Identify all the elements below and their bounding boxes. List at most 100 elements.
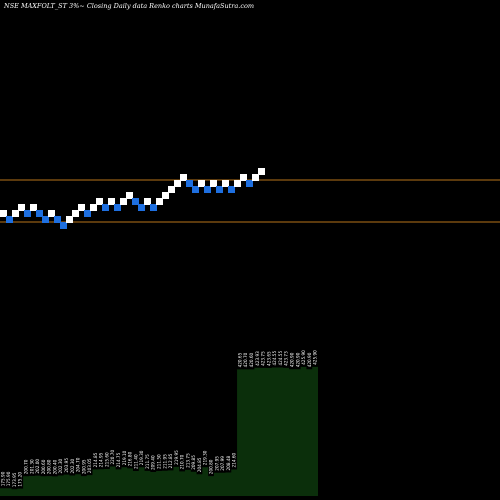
price-label-11: 202.30 xyxy=(58,458,63,473)
price-label-39: 207.99 xyxy=(220,456,225,471)
renko-brick-9 xyxy=(48,210,55,217)
price-label-25: 219.30 xyxy=(139,450,144,465)
price-label-54: 420.90 xyxy=(307,352,312,367)
price-label-47: 423.65 xyxy=(266,351,271,366)
renko-brick-19 xyxy=(108,198,115,205)
price-label-36: 219.30 xyxy=(203,450,208,465)
renko-brick-1 xyxy=(0,210,7,217)
price-label-22: 219.10 xyxy=(122,450,127,465)
price-label-31: 219.95 xyxy=(174,450,179,465)
price-label-16: 203.05 xyxy=(87,458,92,473)
renko-brick-32 xyxy=(186,180,193,187)
renko-brick-11 xyxy=(60,222,67,229)
renko-brick-5 xyxy=(24,210,31,217)
price-label-14: 204.70 xyxy=(76,457,81,472)
price-label-40: 208.48 xyxy=(226,455,231,470)
price-label-10: 200.40 xyxy=(52,459,57,474)
renko-brick-4 xyxy=(18,204,25,211)
price-label-42: 420.65 xyxy=(237,352,242,367)
price-label-18: 214.95 xyxy=(99,452,104,467)
price-label-50: 423.73 xyxy=(284,351,289,366)
price-area xyxy=(0,366,318,496)
renko-brick-35 xyxy=(204,186,211,193)
renko-brick-38 xyxy=(222,180,229,187)
renko-brick-17 xyxy=(96,198,103,205)
renko-brick-20 xyxy=(114,204,121,211)
renko-brick-15 xyxy=(84,210,91,217)
renko-brick-26 xyxy=(150,204,157,211)
price-label-37: 200.80 xyxy=(209,459,214,474)
renko-brick-27 xyxy=(156,198,163,205)
renko-brick-42 xyxy=(246,180,253,187)
renko-brick-37 xyxy=(216,186,223,193)
price-label-24: 211.40 xyxy=(133,454,138,469)
price-label-20: 220.70 xyxy=(110,450,115,465)
renko-brick-14 xyxy=(78,204,85,211)
price-label-12: 203.95 xyxy=(64,458,69,473)
price-label-1: 175.90 xyxy=(0,471,5,486)
renko-brick-21 xyxy=(120,198,127,205)
renko-brick-39 xyxy=(228,186,235,193)
renko-brick-7 xyxy=(36,210,43,217)
renko-brick-6 xyxy=(30,204,37,211)
price-label-41: 214.60 xyxy=(232,452,237,467)
price-label-3: 173.95 xyxy=(12,472,17,487)
price-label-49: 424.55 xyxy=(278,351,283,366)
renko-brick-25 xyxy=(144,198,151,205)
price-label-6: 201.30 xyxy=(29,459,34,474)
price-label-51: 420.90 xyxy=(289,352,294,367)
price-label-55: 425.90 xyxy=(313,350,318,365)
price-label-8: 200.60 xyxy=(41,459,46,474)
renko-brick-34 xyxy=(198,180,205,187)
price-label-45: 423.93 xyxy=(255,351,260,366)
renko-brick-24 xyxy=(138,204,145,211)
renko-brick-18 xyxy=(102,204,109,211)
renko-brick-12 xyxy=(66,216,73,223)
renko-brick-28 xyxy=(162,192,169,199)
price-label-19: 215.60 xyxy=(104,452,109,467)
price-label-29: 211.95 xyxy=(162,454,167,469)
price-label-30: 212.85 xyxy=(168,453,173,468)
renko-brick-43 xyxy=(252,174,259,181)
renko-brick-29 xyxy=(168,186,175,193)
renko-brick-22 xyxy=(126,192,133,199)
price-label-21: 214.75 xyxy=(116,452,121,467)
renko-brick-3 xyxy=(12,210,19,217)
renko-brick-33 xyxy=(192,186,199,193)
price-label-32: 210.70 xyxy=(180,454,185,469)
price-label-43: 420.70 xyxy=(243,352,248,367)
price-label-17: 214.85 xyxy=(93,452,98,467)
renko-brick-2 xyxy=(6,216,13,223)
price-label-44: 420.60 xyxy=(249,352,254,367)
renko-brick-23 xyxy=(132,198,139,205)
renko-bricks xyxy=(0,168,265,229)
chart-title: NSE MAXFOLT_ST 3%~ Closing Daily data Re… xyxy=(4,2,255,10)
price-label-26: 211.75 xyxy=(145,454,150,469)
price-label-35: 204.85 xyxy=(197,457,202,472)
price-label-46: 423.75 xyxy=(261,351,266,366)
price-label-13: 202.30 xyxy=(70,458,75,473)
price-label-5: 200.70 xyxy=(24,459,29,474)
renko-brick-30 xyxy=(174,180,181,187)
price-label-28: 211.50 xyxy=(157,454,162,469)
renko-brick-16 xyxy=(90,204,97,211)
renko-brick-10 xyxy=(54,216,61,223)
price-label-34: 209.85 xyxy=(191,455,196,470)
renko-brick-8 xyxy=(42,216,49,223)
price-label-7: 202.00 xyxy=(35,459,40,474)
renko-brick-44 xyxy=(258,168,265,175)
renko-brick-13 xyxy=(72,210,79,217)
price-label-23: 216.80 xyxy=(128,451,133,466)
price-label-15: 200.95 xyxy=(81,459,86,474)
price-label-4: 175.20 xyxy=(18,472,23,487)
price-label-27: 209.40 xyxy=(151,455,156,470)
renko-brick-41 xyxy=(240,174,247,181)
price-area-fill xyxy=(0,366,318,496)
price-label-9: 200.80 xyxy=(47,459,52,474)
price-label-2: 175.90 xyxy=(6,471,11,486)
price-label-48: 424.55 xyxy=(272,351,277,366)
price-label-33: 213.75 xyxy=(185,453,190,468)
price-label-52: 420.90 xyxy=(295,352,300,367)
